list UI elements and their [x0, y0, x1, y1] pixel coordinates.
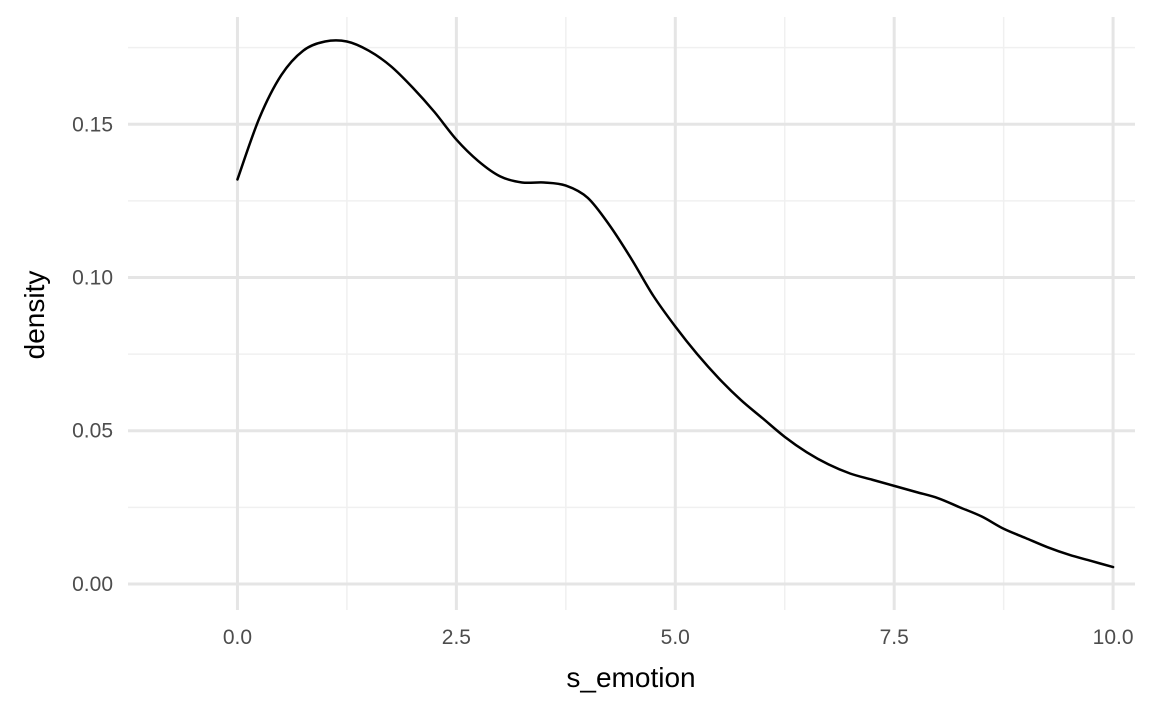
- density-line: [236, 39, 1115, 569]
- y-tick-label: 0.00: [72, 573, 113, 596]
- x-tick-label: 7.5: [880, 626, 909, 649]
- y-tick-label: 0.10: [72, 266, 113, 289]
- grid: [128, 17, 1135, 610]
- x-tick-label: 10.0: [1093, 626, 1134, 649]
- y-axis-ticks: 0.00 0.05 0.10 0.15: [72, 113, 113, 596]
- x-tick-label: 5.0: [661, 626, 690, 649]
- x-tick-label: 0.0: [223, 626, 252, 649]
- line-layer: [236, 39, 1115, 569]
- y-tick-label: 0.15: [72, 113, 113, 136]
- y-axis-title: density: [19, 271, 50, 360]
- x-tick-label: 2.5: [442, 626, 471, 649]
- x-axis-title: s_emotion: [566, 662, 695, 693]
- y-tick-label: 0.05: [72, 420, 113, 443]
- x-axis-ticks: 0.0 2.5 5.0 7.5 10.0: [223, 626, 1134, 649]
